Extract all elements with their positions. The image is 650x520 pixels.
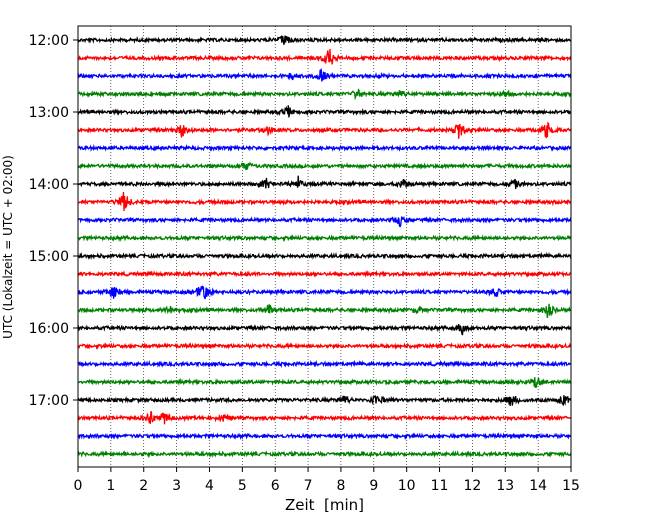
x-axis-label: Zeit [min] [285,496,364,514]
trace-1545 [77,303,572,319]
trace-1630 [77,359,572,369]
trace-1500 [77,251,572,261]
trace-1715 [77,410,572,425]
trace-1430 [77,215,572,228]
traces-group [77,35,572,459]
x-tick-label-5: 5 [238,478,247,494]
x-tick-label-3: 3 [172,478,181,494]
trace-1615 [77,341,572,351]
x-tick-label-1: 1 [106,478,115,494]
y-tick-label-5: 17:00 [29,393,69,409]
trace-1330 [77,143,572,152]
y-axis-label: UTC (Lokalzeit = UTC + 02:00) [1,155,15,339]
x-tick-label-7: 7 [304,478,313,494]
trace-1315 [77,121,572,139]
x-tick-label-4: 4 [205,478,214,494]
y-tick-label-3: 15:00 [29,249,69,265]
trace-1400 [77,175,572,190]
x-tick-label-12: 12 [463,478,481,494]
trace-1215 [77,48,572,65]
y-tick-label-1: 13:00 [29,105,69,121]
trace-1730 [77,431,572,441]
trace-1645 [77,377,572,389]
x-axis-ticks: 0 1 2 3 4 5 6 7 8 9 10 11 12 13 14 15 [74,467,580,494]
x-tick-label-9: 9 [369,478,378,494]
trace-1245 [77,88,572,101]
x-tick-label-10: 10 [398,478,416,494]
trace-1745 [77,449,572,459]
x-tick-label-0: 0 [74,478,83,494]
y-axis-ticks: 12:00 13:00 14:00 15:00 16:00 17:00 [29,33,78,409]
trace-1530 [77,285,572,300]
trace-1600 [77,324,572,336]
trace-1445 [77,233,572,243]
x-tick-label-6: 6 [271,478,280,494]
plot-frame [77,25,572,468]
trace-1300 [77,105,572,118]
x-tick-label-15: 15 [562,478,580,494]
trace-1230 [77,68,572,82]
y-tick-label-0: 12:00 [29,33,69,49]
trace-1345 [77,161,572,171]
y-tick-label-2: 14:00 [29,177,69,193]
trace-1515 [77,269,572,278]
x-tick-label-14: 14 [529,478,547,494]
trace-1200 [77,35,572,45]
x-tick-label-8: 8 [336,478,345,494]
x-tick-label-2: 2 [139,478,148,494]
trace-1700 [77,394,572,407]
x-tick-label-11: 11 [431,478,449,494]
x-tick-label-13: 13 [496,478,514,494]
y-tick-label-4: 16:00 [29,321,69,337]
trace-1415 [77,191,572,212]
